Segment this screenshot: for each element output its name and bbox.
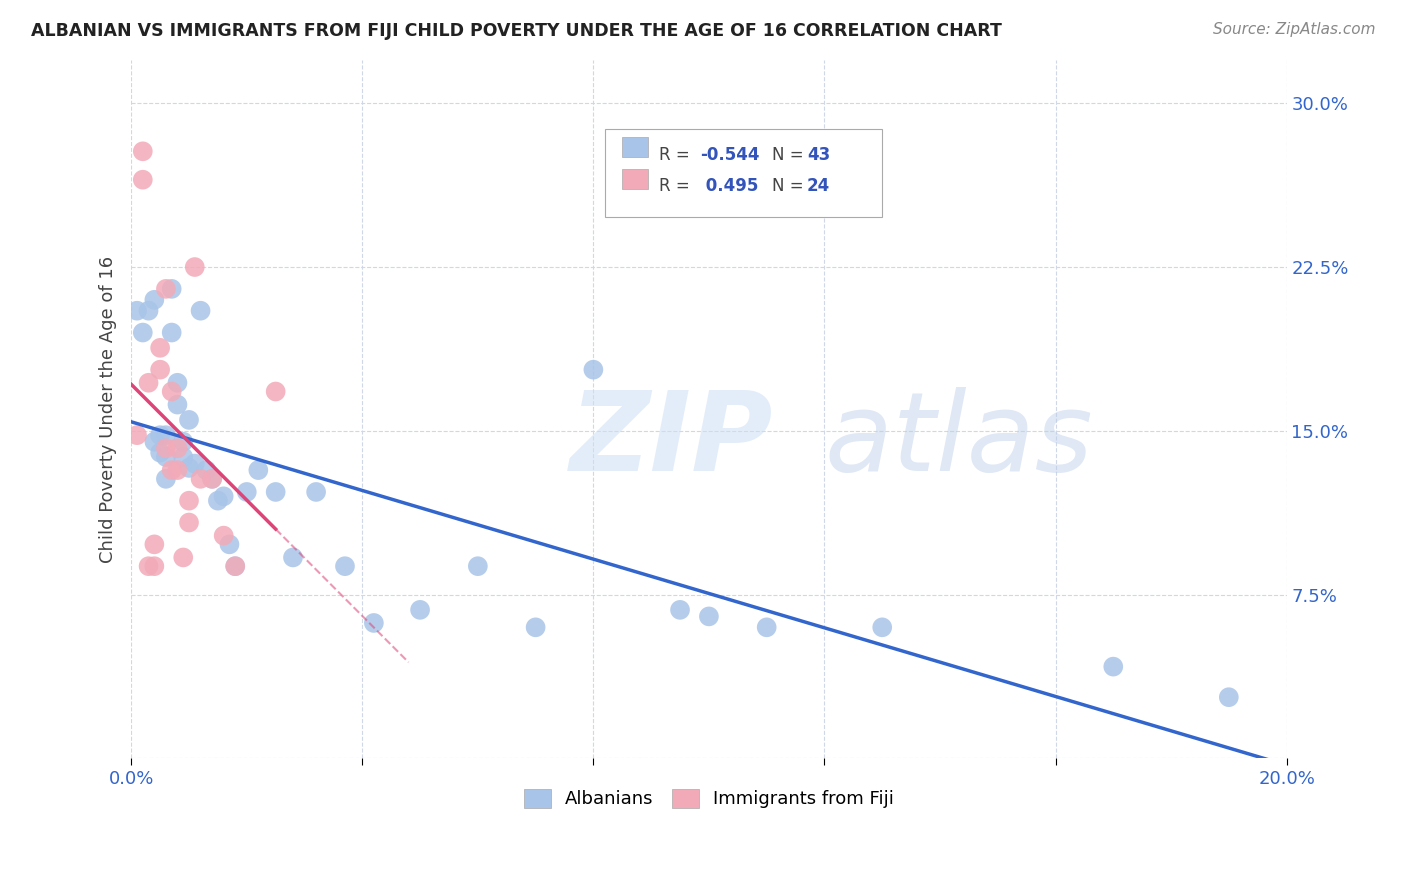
Point xyxy=(870,620,893,634)
Point xyxy=(409,603,432,617)
Point xyxy=(281,550,304,565)
Point xyxy=(177,413,200,427)
Point xyxy=(138,559,160,574)
Text: N =: N = xyxy=(772,145,810,163)
Point xyxy=(166,463,188,477)
FancyBboxPatch shape xyxy=(623,137,648,157)
Point xyxy=(184,457,207,471)
Point xyxy=(224,559,246,574)
Text: 0.495: 0.495 xyxy=(700,177,758,195)
Text: R =: R = xyxy=(659,145,695,163)
Point xyxy=(363,615,385,630)
Point xyxy=(160,326,183,340)
Point xyxy=(212,528,235,542)
Point xyxy=(155,428,177,442)
Point xyxy=(305,485,328,500)
Legend: Albanians, Immigrants from Fiji: Albanians, Immigrants from Fiji xyxy=(516,782,901,815)
Text: ALBANIAN VS IMMIGRANTS FROM FIJI CHILD POVERTY UNDER THE AGE OF 16 CORRELATION C: ALBANIAN VS IMMIGRANTS FROM FIJI CHILD P… xyxy=(31,22,1002,40)
Text: R =: R = xyxy=(659,177,695,195)
Point xyxy=(582,362,605,376)
Text: -0.544: -0.544 xyxy=(700,145,759,163)
Point xyxy=(1102,659,1125,673)
Point xyxy=(190,472,212,486)
Point xyxy=(138,376,160,390)
Point xyxy=(212,489,235,503)
Point xyxy=(697,609,720,624)
Point xyxy=(155,450,177,464)
Point xyxy=(195,463,218,477)
Text: ZIP: ZIP xyxy=(571,387,773,494)
Point xyxy=(177,493,200,508)
Point xyxy=(264,485,287,500)
Point xyxy=(190,303,212,318)
Point xyxy=(467,559,489,574)
Point xyxy=(125,303,148,318)
Point xyxy=(155,472,177,486)
Point xyxy=(149,445,172,459)
Point xyxy=(132,326,155,340)
Point xyxy=(160,282,183,296)
Point xyxy=(149,341,172,355)
Text: atlas: atlas xyxy=(824,387,1092,494)
Point xyxy=(132,145,155,159)
Point xyxy=(166,442,188,456)
Point xyxy=(247,463,270,477)
Point xyxy=(201,472,224,486)
FancyBboxPatch shape xyxy=(605,129,882,217)
Point xyxy=(138,303,160,318)
Point xyxy=(160,463,183,477)
Point xyxy=(149,428,172,442)
Text: N =: N = xyxy=(772,177,810,195)
Point xyxy=(224,559,246,574)
Point xyxy=(143,559,166,574)
Point xyxy=(755,620,778,634)
Text: 24: 24 xyxy=(807,177,831,195)
Point xyxy=(155,282,177,296)
Text: Source: ZipAtlas.com: Source: ZipAtlas.com xyxy=(1212,22,1375,37)
Y-axis label: Child Poverty Under the Age of 16: Child Poverty Under the Age of 16 xyxy=(100,255,117,563)
Point xyxy=(143,293,166,307)
Point xyxy=(177,461,200,475)
Point xyxy=(160,384,183,399)
Point xyxy=(207,493,229,508)
Point xyxy=(524,620,547,634)
Point xyxy=(201,472,224,486)
Point xyxy=(132,172,155,186)
Point xyxy=(166,376,188,390)
Point xyxy=(177,516,200,530)
Point xyxy=(333,559,356,574)
Point xyxy=(236,485,259,500)
Point xyxy=(218,537,240,551)
Point xyxy=(172,550,194,565)
Point xyxy=(669,603,692,617)
Point xyxy=(143,434,166,449)
Point xyxy=(184,260,207,274)
Point xyxy=(143,537,166,551)
Point xyxy=(172,450,194,464)
Point xyxy=(264,384,287,399)
Point xyxy=(166,398,188,412)
Point xyxy=(1218,690,1240,705)
FancyBboxPatch shape xyxy=(623,169,648,189)
Text: 43: 43 xyxy=(807,145,831,163)
Point xyxy=(149,362,172,376)
Point xyxy=(172,434,194,449)
Point xyxy=(155,442,177,456)
Point xyxy=(125,428,148,442)
